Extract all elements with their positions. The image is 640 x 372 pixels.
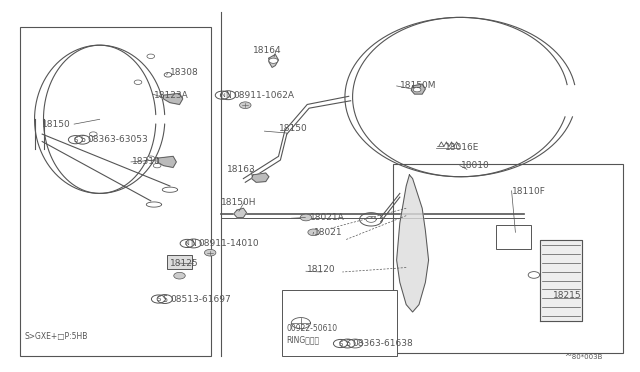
Text: 18016E: 18016E <box>445 142 479 151</box>
Text: 18123A: 18123A <box>154 91 189 100</box>
Circle shape <box>154 163 161 168</box>
Polygon shape <box>252 173 269 182</box>
Bar <box>167 254 192 269</box>
Text: S: S <box>73 137 77 143</box>
Text: ^'80*003B: ^'80*003B <box>564 354 602 360</box>
Text: 18215: 18215 <box>553 291 582 300</box>
Text: 18150M: 18150M <box>400 81 436 90</box>
Text: 18163: 18163 <box>227 165 256 174</box>
Text: 18308: 18308 <box>170 68 198 77</box>
Circle shape <box>413 87 421 92</box>
Text: N: N <box>220 93 225 98</box>
Polygon shape <box>412 84 426 94</box>
Polygon shape <box>269 54 278 67</box>
Text: 08363-61638: 08363-61638 <box>352 339 413 348</box>
Circle shape <box>134 80 142 84</box>
Polygon shape <box>234 208 246 218</box>
Text: S: S <box>345 339 350 348</box>
Circle shape <box>308 229 319 235</box>
Bar <box>394 164 623 353</box>
Text: S>GXE+□P:5HB: S>GXE+□P:5HB <box>25 331 88 341</box>
Text: S: S <box>163 295 167 304</box>
Text: 18164: 18164 <box>253 46 282 55</box>
Circle shape <box>528 272 540 278</box>
Circle shape <box>269 58 278 63</box>
Polygon shape <box>397 175 429 312</box>
Circle shape <box>300 214 312 221</box>
Text: N: N <box>185 241 189 246</box>
Text: N: N <box>191 239 196 248</box>
Circle shape <box>147 54 155 58</box>
Text: 00922-50610: 00922-50610 <box>286 324 337 333</box>
Text: 08363-63053: 08363-63053 <box>87 135 148 144</box>
Text: 08911-14010: 08911-14010 <box>198 239 259 248</box>
Polygon shape <box>540 240 582 321</box>
Text: S: S <box>80 135 85 144</box>
Bar <box>495 225 531 249</box>
Circle shape <box>164 73 172 77</box>
Text: 18125: 18125 <box>170 259 198 268</box>
Circle shape <box>147 156 155 160</box>
Text: 18021: 18021 <box>314 228 342 237</box>
Circle shape <box>90 132 97 137</box>
Text: RINGリング: RINGリング <box>286 335 319 344</box>
Circle shape <box>239 102 251 109</box>
Text: 18150: 18150 <box>278 124 307 133</box>
Text: 18150: 18150 <box>42 121 71 129</box>
Circle shape <box>204 249 216 256</box>
Text: 18110F: 18110F <box>511 187 545 196</box>
Circle shape <box>173 272 185 279</box>
Text: 18010: 18010 <box>461 161 489 170</box>
Bar <box>282 290 397 356</box>
Text: 08911-1062A: 08911-1062A <box>234 91 295 100</box>
Text: 18310: 18310 <box>132 157 161 166</box>
Text: 18150H: 18150H <box>221 198 257 207</box>
Polygon shape <box>157 156 176 167</box>
Text: S: S <box>156 296 161 302</box>
Text: 08513-61697: 08513-61697 <box>170 295 230 304</box>
Text: 18021A: 18021A <box>310 213 345 222</box>
Polygon shape <box>164 93 182 105</box>
Text: 18120: 18120 <box>307 265 336 274</box>
Text: S: S <box>339 340 342 346</box>
Text: N: N <box>225 91 231 100</box>
Bar <box>20 27 211 356</box>
